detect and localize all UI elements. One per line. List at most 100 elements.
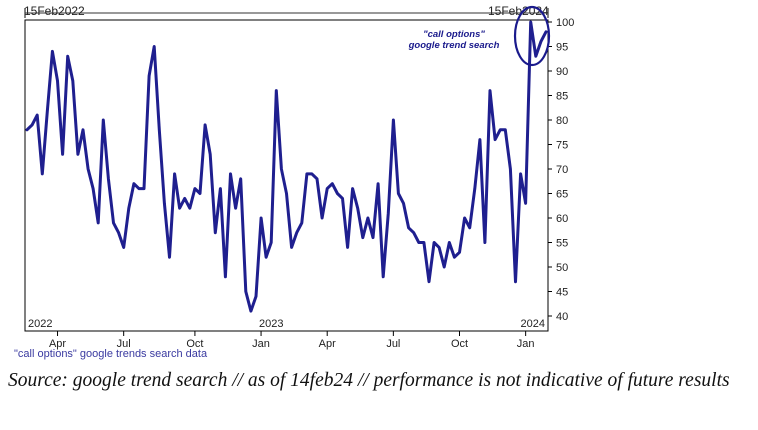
data-point <box>118 232 120 234</box>
data-point <box>214 232 216 234</box>
data-point <box>97 222 99 224</box>
data-point <box>484 241 486 244</box>
year-label: 2022 <box>28 318 52 330</box>
year-label: 2024 <box>521 318 545 330</box>
data-point <box>341 197 344 199</box>
data-point <box>494 139 496 141</box>
data-point <box>285 192 288 195</box>
data-point <box>46 109 49 111</box>
data-point <box>540 41 542 43</box>
data-point <box>336 192 338 195</box>
data-point <box>458 251 461 253</box>
data-point <box>199 192 201 195</box>
data-point <box>179 207 181 209</box>
data-point <box>112 222 115 224</box>
x-tick-label: Oct <box>451 338 468 350</box>
data-point <box>72 80 74 82</box>
data-point <box>509 168 511 170</box>
data-point <box>382 276 384 278</box>
data-point <box>270 241 272 244</box>
data-point <box>168 256 171 258</box>
data-point <box>128 207 130 209</box>
y-tick-label: 40 <box>556 311 568 323</box>
data-point <box>82 129 84 131</box>
highlight-circle <box>513 5 551 67</box>
data-point <box>357 207 359 209</box>
data-point <box>453 256 455 258</box>
y-tick-label: 45 <box>556 287 568 299</box>
data-point <box>260 217 262 219</box>
data-point <box>418 241 420 244</box>
data-point <box>326 188 328 190</box>
data-point <box>280 168 282 170</box>
data-point <box>153 45 155 48</box>
y-tick-label: 70 <box>556 164 568 176</box>
x-tick-label: Oct <box>186 338 203 350</box>
y-tick-label: 80 <box>556 115 568 127</box>
data-point <box>514 281 517 283</box>
data-point <box>520 173 522 175</box>
data-point <box>387 212 389 214</box>
data-point <box>469 227 471 229</box>
data-point <box>204 124 206 126</box>
data-point <box>41 173 43 175</box>
data-point <box>535 55 537 57</box>
data-point <box>229 173 232 175</box>
series-legend-note: "call options" google trends search data <box>14 348 208 360</box>
data-point <box>413 232 415 234</box>
series-line-call-options <box>25 20 548 313</box>
data-point <box>433 241 435 244</box>
data-point <box>174 173 176 175</box>
data-point <box>209 153 211 155</box>
data-point <box>245 290 247 293</box>
data-point <box>194 188 196 190</box>
data-point <box>525 202 527 204</box>
data-point <box>250 310 252 312</box>
data-point <box>448 241 450 244</box>
data-point <box>107 178 109 180</box>
data-point <box>184 197 186 199</box>
data-point <box>87 168 89 170</box>
data-point <box>224 276 226 278</box>
y-axis: 40 45 50 55 60 65 70 75 80 85 90 95 100 <box>548 17 574 323</box>
data-point <box>479 139 481 141</box>
data-point <box>301 222 303 224</box>
data-point <box>219 188 221 190</box>
data-point <box>56 80 59 82</box>
data-point <box>392 119 394 121</box>
data-point <box>31 124 33 126</box>
plot-frame <box>24 19 549 332</box>
range-start-label: 15Feb2022 <box>24 4 85 18</box>
data-point <box>265 256 267 258</box>
data-point <box>163 202 165 204</box>
y-tick-label: 100 <box>556 17 574 29</box>
data-point <box>504 129 506 131</box>
y-tick-label: 50 <box>556 262 568 274</box>
data-point <box>499 129 501 131</box>
data-point <box>331 183 333 185</box>
data-point <box>408 227 410 229</box>
series-layer <box>25 20 548 313</box>
data-point <box>143 188 145 190</box>
data-point <box>255 295 257 297</box>
data-point <box>489 90 491 92</box>
data-point <box>377 183 379 185</box>
data-point <box>362 237 364 239</box>
data-point <box>51 50 54 53</box>
x-tick-label: Apr <box>319 338 336 350</box>
data-point <box>367 217 369 219</box>
data-point <box>62 153 64 155</box>
annotation-line-2: google trend search <box>408 40 500 51</box>
y-tick-label: 90 <box>556 66 568 78</box>
data-point <box>148 75 150 77</box>
data-point <box>474 188 476 190</box>
y-tick-label: 60 <box>556 213 568 225</box>
x-tick-label: Jan <box>252 338 270 350</box>
data-point <box>133 183 135 185</box>
data-point <box>189 207 191 209</box>
y-tick-label: 55 <box>556 238 568 250</box>
y-tick-label: 85 <box>556 91 568 103</box>
data-point <box>443 266 445 268</box>
data-point <box>402 202 405 204</box>
